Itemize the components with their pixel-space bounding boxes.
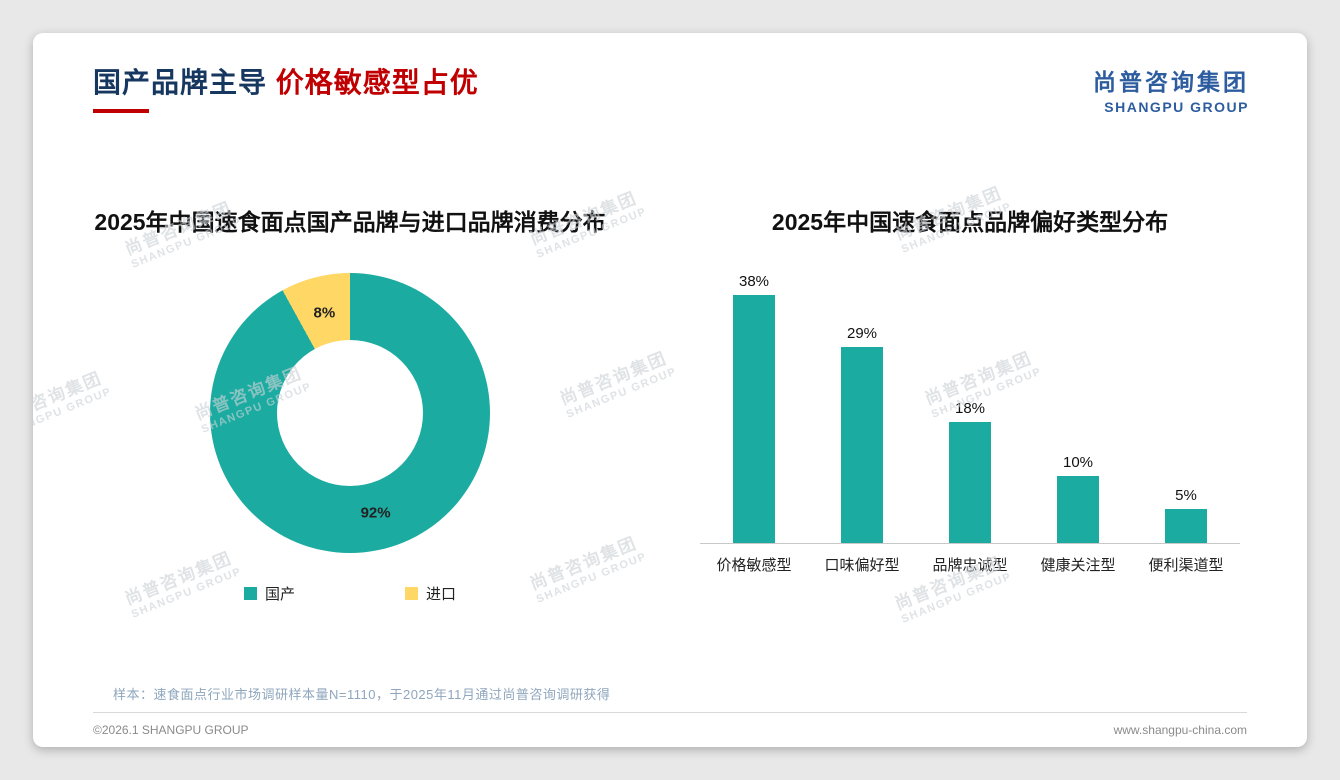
donut-chart: 92% 8% [210, 273, 490, 553]
bar-value-label: 38% [738, 273, 770, 290]
bar-value-label: 18% [954, 399, 986, 417]
page-title: 国产品牌主导 价格敏感型占优 [93, 61, 479, 101]
bar-column: 38% [700, 273, 808, 543]
bar-chart: 38% 29% 18% 10% 5% 价格敏感型 口味偏好型 品牌忠诚型 健康关注型 便利渠道型 [700, 273, 1240, 575]
bar-value-label: 5% [1175, 487, 1197, 505]
bar-category-axis: 价格敏感型 口味偏好型 品牌忠诚型 健康关注型 便利渠道型 [700, 544, 1240, 575]
bar-chart-title: 2025年中国速食面点品牌偏好类型分布 [771, 209, 1169, 235]
logo-english-text: SHANGPU GROUP [1104, 99, 1249, 115]
slide-footer: ©2026.1 SHANGPU GROUP www.shangpu-china.… [93, 712, 1247, 747]
bar-category-label: 健康关注型 [1040, 557, 1116, 574]
sample-note: 样本：速食面点行业市场调研样本量N=1110，于2025年11月通过尚普咨询调研… [113, 687, 611, 702]
footer-copyright: ©2026.1 SHANGPU GROUP [93, 723, 249, 737]
bar-value-label: 10% [1062, 453, 1094, 471]
legend-item: 国产 [243, 583, 295, 604]
bar-category-label: 口味偏好型 [824, 557, 900, 574]
bar [1165, 509, 1207, 543]
bar [1057, 475, 1099, 543]
bar-category-label: 品牌忠诚型 [932, 557, 1008, 574]
logo-chinese-text: 尚普咨询集团 [1093, 69, 1249, 95]
legend-swatch [405, 587, 418, 600]
legend-label: 国产 [264, 586, 295, 603]
bar [733, 295, 775, 543]
legend-swatch [243, 587, 257, 600]
footer-website: www.shangpu-china.com [1113, 723, 1247, 737]
bar-column: 10% [1024, 273, 1132, 543]
slide-card: 国产品牌主导 价格敏感型占优 尚普咨询集团 SHANGPU GROUP 2025… [33, 33, 1307, 747]
donut-slice-label: 8% [313, 304, 336, 322]
page-title-accent: 价格敏感型占优 [267, 67, 479, 98]
donut-legend: 国产 进口 [33, 583, 667, 604]
bar [949, 421, 991, 543]
donut-chart-title: 2025年中国速食面点国产品牌与进口品牌消费分布 [94, 209, 606, 235]
bar-column: 5% [1132, 273, 1240, 543]
legend-item: 进口 [405, 583, 456, 604]
donut-hole [277, 340, 423, 486]
bar-chart-section: 2025年中国速食面点品牌偏好类型分布 38% 29% 18% 10% 5% 价格敏感型… [667, 203, 1307, 604]
title-underline [93, 109, 149, 113]
bar-area: 38% 29% 18% 10% 5% [700, 273, 1240, 544]
donut-chart-section: 2025年中国速食面点国产品牌与进口品牌消费分布 92% 8% 国产 进口 [33, 203, 667, 604]
bar-category-label: 价格敏感型 [716, 557, 792, 574]
charts-row: 2025年中国速食面点国产品牌与进口品牌消费分布 92% 8% 国产 进口 2025… [33, 203, 1307, 604]
bar-column: 18% [916, 273, 1024, 543]
slide-header: 国产品牌主导 价格敏感型占优 尚普咨询集团 SHANGPU GROUP [33, 33, 1307, 115]
bar [841, 347, 883, 543]
bar-value-label: 29% [846, 325, 878, 343]
bar-category-label: 便利渠道型 [1148, 557, 1224, 574]
title-block: 国产品牌主导 价格敏感型占优 [93, 61, 479, 113]
company-logo: 尚普咨询集团 SHANGPU GROUP [1093, 63, 1249, 115]
donut-slice-label: 92% [360, 504, 391, 522]
page-title-primary: 国产品牌主导 [93, 67, 268, 98]
legend-label: 进口 [426, 586, 457, 603]
bar-column: 29% [808, 273, 916, 543]
